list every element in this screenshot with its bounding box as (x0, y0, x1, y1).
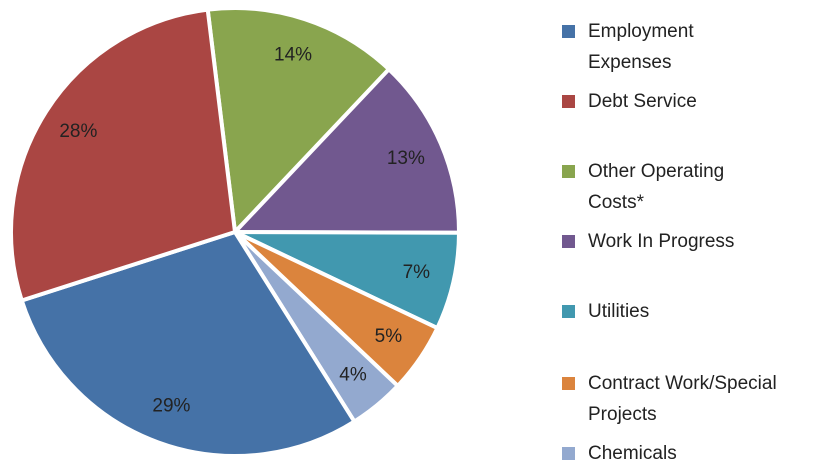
data-label: 28% (59, 121, 97, 142)
legend-item: Chemicals (562, 438, 738, 463)
data-label: 13% (387, 148, 425, 169)
legend-item: Other Operating Costs* (562, 156, 738, 218)
legend-label: Work In Progress (588, 231, 735, 252)
pie-slice (230, 66, 461, 235)
legend-item: Work In Progress (562, 226, 788, 257)
legend-swatch (562, 305, 575, 318)
data-label: 4% (339, 365, 367, 386)
legend-item: Employment Expenses (562, 16, 738, 78)
legend-label: Other Operating Costs* (588, 161, 725, 213)
legend-label: Debt Service (588, 91, 697, 112)
pie-area: 14% 13% 7% 5% 4% 29% 28% (9, 6, 461, 458)
data-label: 29% (152, 396, 190, 417)
legend-item: Debt Service (562, 86, 738, 117)
pie-slice (205, 6, 392, 237)
legend-label: Chemicals (588, 443, 677, 463)
legend-swatch (562, 235, 575, 248)
legend-label: Employment Expenses (588, 21, 694, 73)
legend: Employment Expenses Debt Service Other Ope… (562, 0, 830, 463)
data-label: 14% (274, 44, 312, 65)
legend-swatch (562, 447, 575, 460)
legend-item: Contract Work/Special Projects (562, 368, 828, 430)
data-label: 7% (403, 262, 431, 283)
legend-swatch (562, 165, 575, 178)
legend-label: Contract Work/Special Projects (588, 373, 777, 425)
data-label: 5% (375, 326, 403, 347)
pie-slice (19, 229, 358, 458)
pie-slice (9, 7, 238, 303)
legend-item: Utilities (562, 296, 738, 327)
legend-swatch (562, 25, 575, 38)
legend-swatch (562, 95, 575, 108)
legend-label: Utilities (588, 301, 650, 322)
legend-swatch (562, 377, 575, 390)
